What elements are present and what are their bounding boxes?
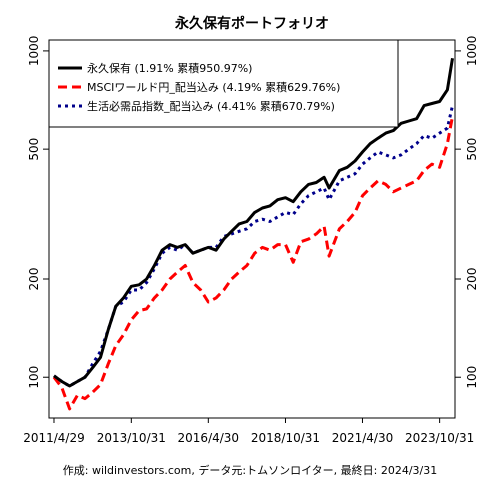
y-axis-right: 100 200 500 1000 [455, 36, 479, 389]
series-line-1 [53, 57, 454, 388]
y-tick-label-right: 1000 [465, 36, 479, 67]
x-tick-label: 2018/10/31 [251, 431, 320, 445]
y-tick-label-left: 1000 [27, 36, 41, 67]
x-tick-label: 2016/4/30 [178, 431, 240, 445]
series-layer [52, 57, 454, 411]
legend-label-3: 生活必需品指数_配当込み (4.41% 累積670.79%) [87, 99, 335, 113]
y-tick-label-left: 100 [27, 366, 41, 389]
y-tick-label-right: 500 [465, 138, 479, 161]
x-tick-label: 2013/10/31 [97, 431, 166, 445]
y-tick-label-right: 200 [465, 268, 479, 291]
legend: 永久保有 (1.91% 累積950.97%) MSCIワールド円_配当込み (4.… [48, 39, 399, 128]
y-tick-label-right: 100 [465, 366, 479, 389]
x-tick-label: 2023/10/31 [405, 431, 474, 445]
x-axis: 2011/4/29 2013/10/31 2016/4/30 2018/10/31 20… [23, 418, 474, 445]
legend-label-1: 永久保有 (1.91% 累積950.97%) [87, 61, 252, 75]
y-tick-label-left: 200 [27, 268, 41, 291]
chart-footer: 作成: wildinvestors.com, データ元:トムソンロイター, 最終… [63, 463, 437, 477]
legend-label-2: MSCIワールド円_配当込み (4.19% 累積629.76%) [87, 80, 340, 94]
legend-box [48, 39, 399, 128]
chart-title: 永久保有ポートフォリオ [174, 15, 329, 32]
y-tick-label-left: 500 [27, 138, 41, 161]
x-tick-label: 2011/4/29 [23, 431, 85, 445]
series-line-2 [52, 116, 454, 411]
x-tick-label: 2021/4/30 [332, 431, 394, 445]
series-line-3 [53, 105, 454, 388]
y-axis-left: 100 200 500 1000 [27, 36, 49, 389]
